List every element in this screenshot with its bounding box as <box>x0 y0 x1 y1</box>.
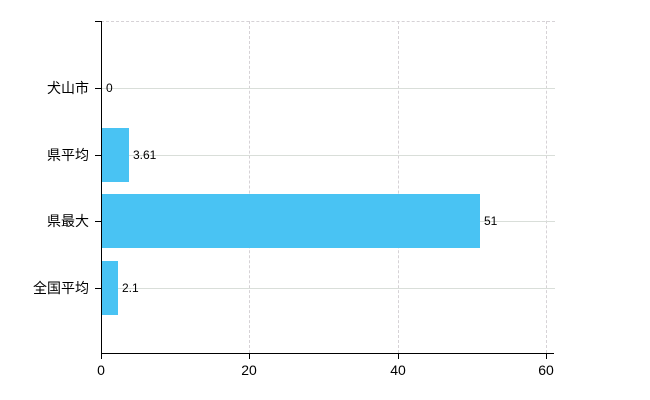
y-axis <box>101 21 102 354</box>
x-tick-label: 0 <box>97 362 105 378</box>
plot-top-border <box>101 21 555 22</box>
x-axis-tick <box>101 353 102 359</box>
h-gridline <box>101 288 555 289</box>
h-gridline <box>101 155 555 156</box>
v-gridline <box>546 21 547 353</box>
bar-value-label: 51 <box>484 214 498 228</box>
y-axis-tick <box>95 155 101 156</box>
v-gridline <box>249 21 250 353</box>
bar-value-label: 3.61 <box>133 148 157 162</box>
category-label: 県平均 <box>47 147 89 163</box>
bar <box>102 128 129 182</box>
v-gridline <box>398 21 399 353</box>
x-axis-tick <box>398 353 399 359</box>
y-axis-top-tick <box>95 21 101 22</box>
y-axis-tick <box>95 88 101 89</box>
category-label: 県最大 <box>47 213 89 229</box>
bar-value-label: 2.1 <box>122 281 139 295</box>
bar <box>102 261 118 315</box>
y-axis-tick <box>95 288 101 289</box>
x-axis <box>101 353 554 354</box>
category-label: 全国平均 <box>33 280 89 296</box>
bar <box>102 194 480 248</box>
x-tick-label: 60 <box>538 362 554 378</box>
x-tick-label: 20 <box>241 362 257 378</box>
x-axis-tick <box>249 353 250 359</box>
category-label: 犬山市 <box>47 80 89 96</box>
x-axis-tick <box>546 353 547 359</box>
bar-value-label: 0 <box>106 81 113 95</box>
y-axis-tick <box>95 221 101 222</box>
h-gridline <box>101 88 555 89</box>
x-tick-label: 40 <box>390 362 406 378</box>
